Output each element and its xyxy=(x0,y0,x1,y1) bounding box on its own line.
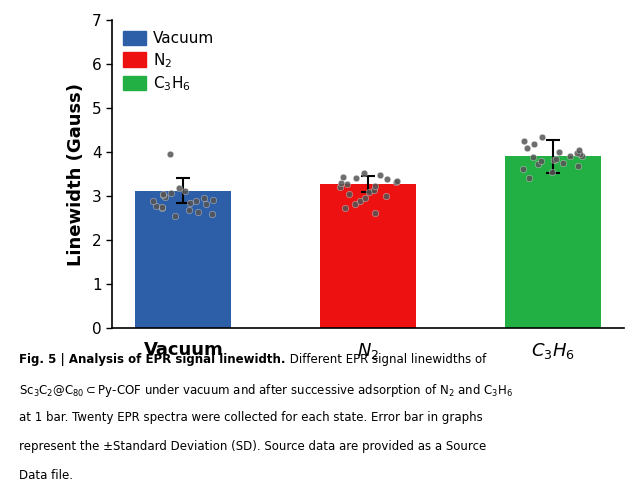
Text: Different EPR signal linewidths of: Different EPR signal linewidths of xyxy=(285,353,486,366)
Point xyxy=(150,202,161,210)
Point xyxy=(207,210,217,218)
Point xyxy=(519,137,529,145)
Point xyxy=(340,204,351,212)
Point xyxy=(158,191,168,199)
Point xyxy=(573,162,584,170)
Point xyxy=(381,192,391,200)
Legend: Vacuum, N$_2$, C$_3$H$_6$: Vacuum, N$_2$, C$_3$H$_6$ xyxy=(120,28,218,96)
Y-axis label: Linewidth (Gauss): Linewidth (Gauss) xyxy=(67,83,85,266)
Text: at 1 bar. Twenty EPR spectra were collected for each state. Error bar in graphs: at 1 bar. Twenty EPR spectra were collec… xyxy=(19,411,483,424)
Point xyxy=(565,152,575,160)
Point xyxy=(170,212,180,220)
Point xyxy=(193,207,203,215)
Text: represent the ±Standard Deviation (SD). Source data are provided as a Source: represent the ±Standard Deviation (SD). … xyxy=(19,440,486,453)
Point xyxy=(364,188,374,196)
Point xyxy=(370,209,380,217)
Point xyxy=(342,180,353,188)
Point xyxy=(180,187,190,195)
Point xyxy=(208,195,218,203)
Point xyxy=(575,150,586,158)
Point xyxy=(184,199,195,207)
Point xyxy=(359,169,369,177)
Point xyxy=(572,149,582,157)
Point xyxy=(351,174,361,182)
Point xyxy=(344,190,355,198)
Point xyxy=(165,150,175,158)
Point xyxy=(574,146,584,154)
Point xyxy=(529,140,539,148)
Point xyxy=(392,177,403,185)
Bar xyxy=(505,156,601,328)
Point xyxy=(369,185,379,193)
Point xyxy=(350,200,360,208)
Point xyxy=(528,153,538,161)
Point xyxy=(374,171,385,179)
Point xyxy=(160,193,170,201)
Point xyxy=(335,179,346,187)
Point xyxy=(536,133,547,141)
Text: Sc$_3$C$_2$@C$_{80}$$\subset$Py-COF under vacuum and after successive adsorption: Sc$_3$C$_2$@C$_{80}$$\subset$Py-COF unde… xyxy=(19,382,513,399)
Point xyxy=(158,190,168,198)
Point xyxy=(370,182,380,190)
Point xyxy=(166,188,176,196)
Text: Fig. 5 | Analysis of EPR signal linewidth.: Fig. 5 | Analysis of EPR signal linewidt… xyxy=(19,353,285,366)
Point xyxy=(536,157,546,165)
Point xyxy=(157,204,167,212)
Point xyxy=(518,165,529,173)
Point xyxy=(577,152,588,160)
Point xyxy=(191,197,202,205)
Point xyxy=(355,196,365,204)
Point xyxy=(382,175,392,183)
Point xyxy=(174,184,184,192)
Point xyxy=(201,200,211,208)
Point xyxy=(558,159,568,167)
Point xyxy=(524,174,534,182)
Point xyxy=(199,194,209,202)
Point xyxy=(549,156,559,164)
Point xyxy=(547,168,557,176)
Point xyxy=(550,155,561,163)
Bar xyxy=(135,191,231,328)
Point xyxy=(532,160,543,168)
Point xyxy=(184,206,195,214)
Point xyxy=(148,196,158,204)
Point xyxy=(522,144,532,152)
Point xyxy=(360,194,371,202)
Point xyxy=(338,173,348,181)
Text: Data file.: Data file. xyxy=(19,469,73,482)
Point xyxy=(334,183,344,191)
Point xyxy=(554,148,564,156)
Bar xyxy=(320,184,416,328)
Point xyxy=(391,178,401,186)
Point xyxy=(157,203,167,211)
